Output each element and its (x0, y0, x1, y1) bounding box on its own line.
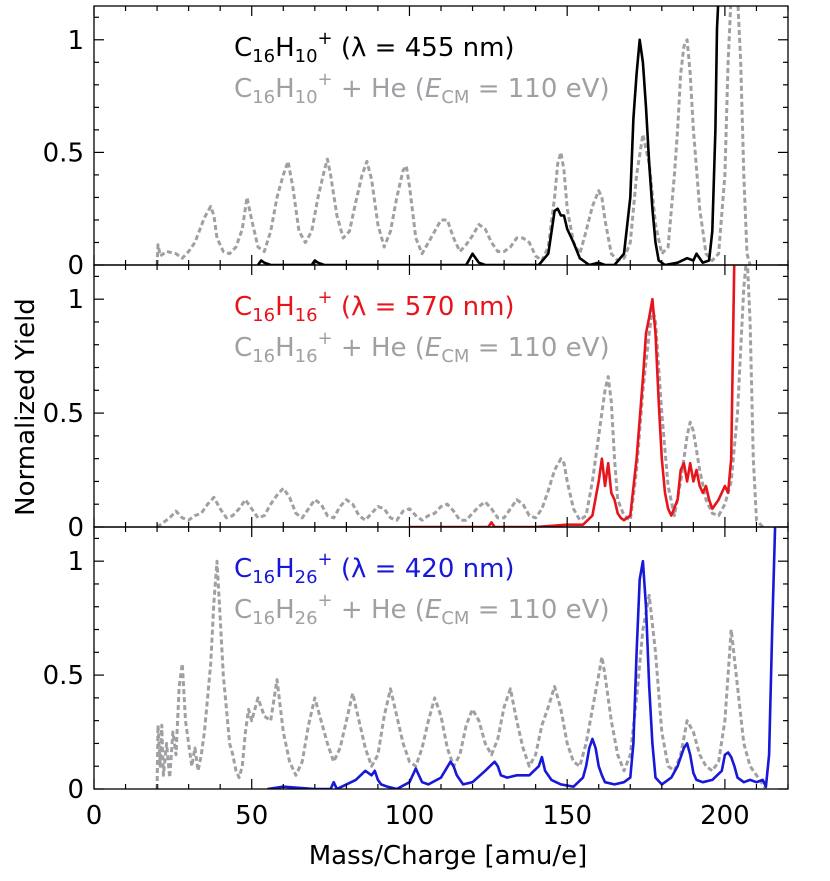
y-tick-label: 0 (67, 775, 84, 805)
legend-main-label: C16H26+ (λ = 420 nm) (234, 549, 515, 588)
legend-main-label: C16H16+ (λ = 570 nm) (234, 287, 515, 326)
reference-series-line (156, 265, 764, 527)
y-tick-label: 0 (67, 513, 84, 543)
x-tick-label: 200 (700, 801, 750, 831)
panel-bottom: 0 0.5 1 0 50 100 150 200 C16H26+ (λ = 420 nm)C16… (43, 526, 789, 831)
photo-series-line (256, 6, 720, 265)
chart-panels: 0 0.5 1 C16H10+ (λ = 455 nm)C16H10+ + He (E… (43, 5, 789, 831)
x-tick-label: 100 (385, 801, 435, 831)
y-tick-label: 0.5 (43, 661, 84, 691)
x-axis-label: Mass/Charge [amu/e] (309, 841, 588, 871)
y-tick-label: 1 (67, 26, 84, 56)
x-tick-label: 150 (542, 801, 592, 831)
reference-series-line (155, 6, 752, 265)
photo-series-line (267, 527, 777, 789)
reference-series-line (155, 559, 768, 789)
x-tick-label: 50 (235, 801, 268, 831)
y-tick-label: 0.5 (43, 138, 84, 168)
y-tick-label: 1 (67, 285, 84, 315)
legend-reference-label: C16H16+ + He (ECM = 110 eV) (234, 328, 610, 367)
x-tick-label: 0 (86, 801, 103, 831)
y-tick-label: 0 (67, 251, 84, 281)
y-tick-label: 0.5 (43, 399, 84, 429)
legend-reference-label: C16H26+ + He (ECM = 110 eV) (234, 590, 610, 629)
photo-series-line (409, 265, 736, 527)
panel-middle: 0 0.5 1 C16H16+ (λ = 570 nm)C16H16+ + He (E… (43, 264, 789, 543)
y-tick-label: 1 (67, 547, 84, 577)
legend-reference-label: C16H10+ + He (ECM = 110 eV) (234, 69, 610, 108)
panel-top: 0 0.5 1 C16H10+ (λ = 455 nm)C16H10+ + He (E… (43, 5, 789, 281)
y-axis-label: Normalized Yield (11, 298, 41, 516)
legend-main-label: C16H10+ (λ = 455 nm) (234, 28, 515, 67)
